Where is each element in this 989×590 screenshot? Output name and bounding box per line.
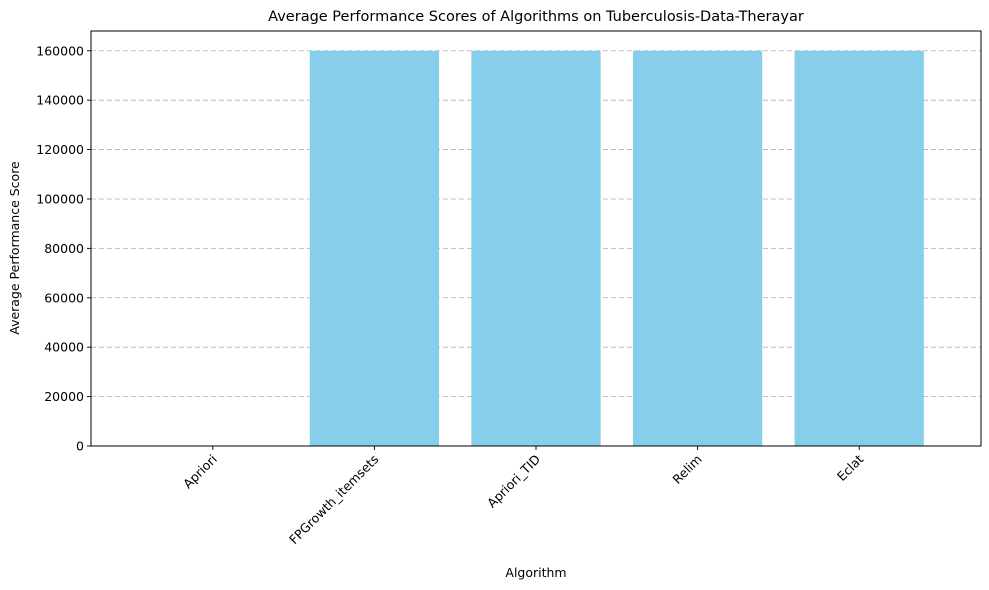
bars	[309, 50, 924, 447]
y-tick-label: 100000	[36, 191, 84, 206]
y-axis-label: Average Performance Score	[7, 161, 22, 335]
y-tick-label: 0	[76, 439, 84, 454]
bar-fpgrowth-itemsets	[309, 50, 440, 447]
y-tick-label: 60000	[44, 290, 84, 305]
x-tick-label: Relim	[669, 452, 704, 487]
x-tick-label: Apriori	[180, 452, 220, 492]
bar-apriori-tid	[471, 50, 601, 447]
chart-title: Average Performance Scores of Algorithms…	[268, 9, 804, 25]
bar-eclat	[794, 50, 924, 447]
y-tick-label: 120000	[36, 142, 84, 157]
bar-relim	[632, 50, 763, 447]
y-tick-label: 40000	[44, 340, 84, 355]
y-tick-label: 20000	[44, 389, 84, 404]
y-tick-label: 140000	[36, 93, 84, 108]
y-tick-label: 160000	[36, 43, 84, 58]
y-axis-ticks: 0 20000 40000 60000 80000 100000 120000 140000 1…	[36, 43, 91, 454]
x-axis-ticks: Apriori FPGrowth_itemsets Apriori_TID Relim…	[180, 446, 866, 547]
x-axis-label: Algorithm	[505, 565, 566, 580]
x-tick-label: Apriori_TID	[484, 452, 543, 511]
x-tick-label: FPGrowth_itemsets	[286, 452, 382, 548]
y-tick-label: 80000	[44, 241, 84, 256]
x-tick-label: Eclat	[834, 451, 866, 483]
